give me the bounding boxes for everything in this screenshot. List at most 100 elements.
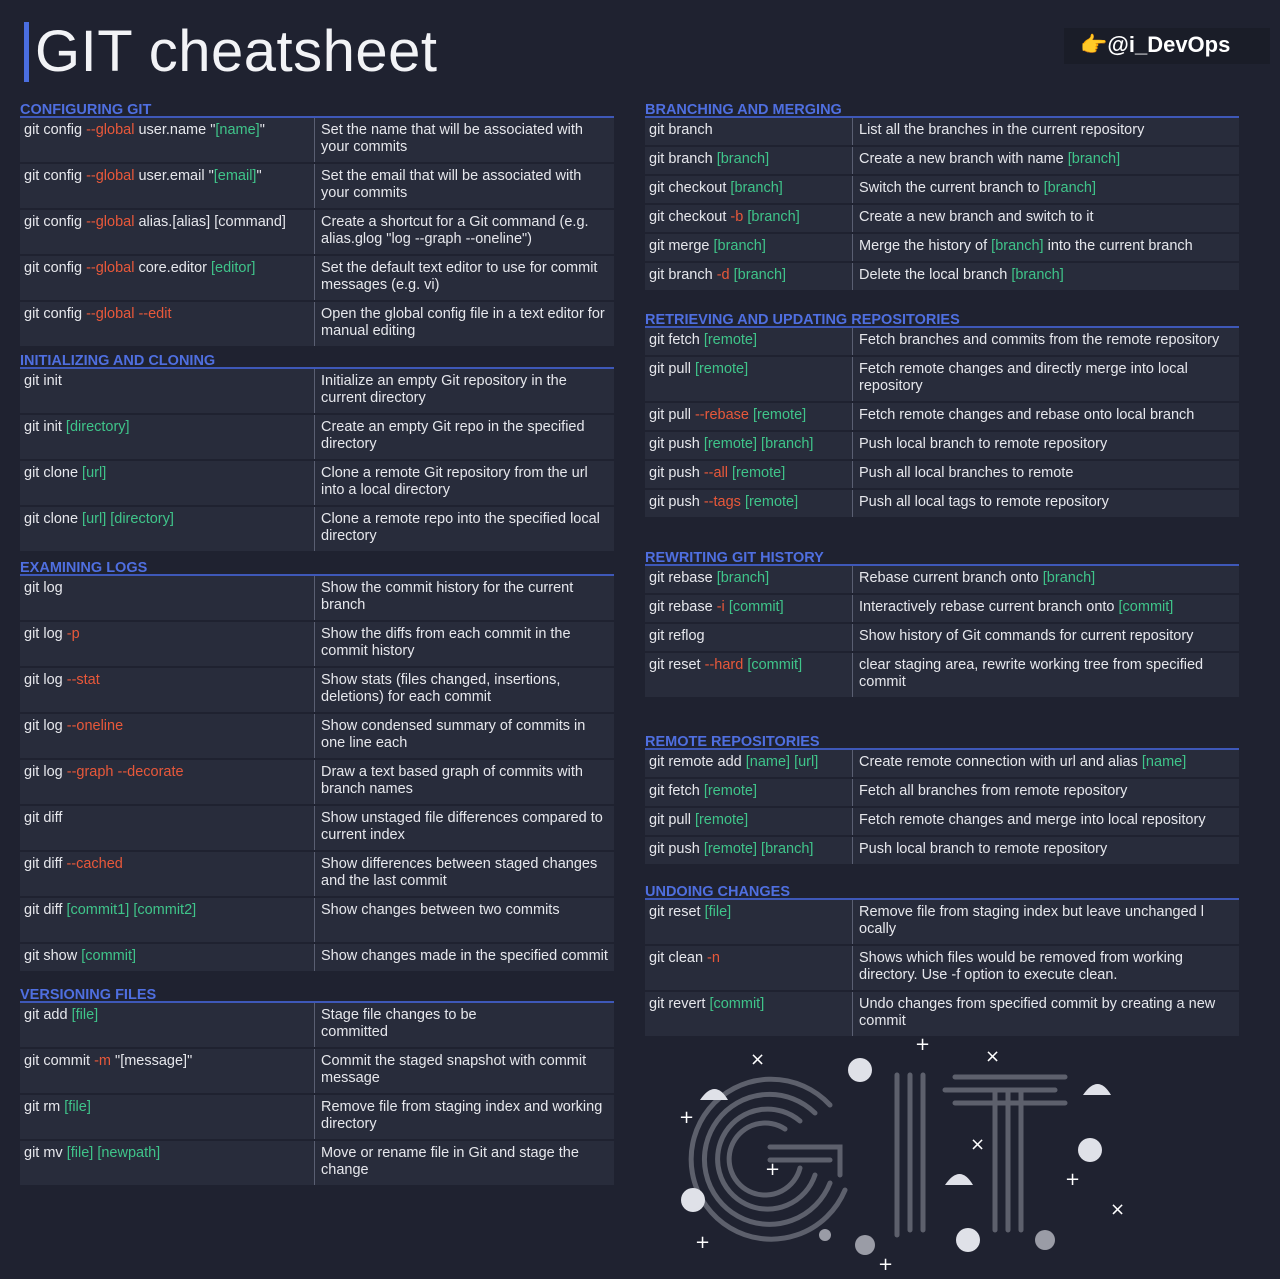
text: Clone a remote Git repository from the u…	[321, 465, 588, 498]
table-row: git clone [url] [directory] Clone a remot…	[20, 507, 614, 551]
command-cell: git reflog	[645, 624, 853, 651]
description-cell: Push all local tags to remote repository	[853, 490, 1239, 517]
table-row: git pull [remote] Fetch remote changes an…	[645, 808, 1239, 835]
section-undoing-changes: UNDOING CHANGES git reset [file] Remove fi…	[645, 885, 1239, 1038]
text: git config	[24, 122, 87, 138]
description-cell: Remove file from staging index but leave…	[853, 900, 1239, 944]
placeholder-text: [branch]	[1067, 151, 1121, 167]
command-cell: git mv [file] [newpath]	[20, 1141, 315, 1185]
placeholder-text: [remote]	[703, 783, 757, 799]
text: git revert	[649, 996, 710, 1012]
svg-text:+: +	[1065, 1169, 1080, 1190]
flag-text: -b	[730, 209, 744, 225]
text: git reflog	[649, 628, 705, 644]
table-row: git commit -m "[message]" Commit the stag…	[20, 1049, 614, 1093]
placeholder-text: [branch]	[733, 267, 787, 283]
table-row: git pull --rebase [remote] Fetch remote c…	[645, 403, 1239, 430]
command-cell: git checkout [branch]	[645, 176, 853, 203]
text: Fetch branches and commits from the remo…	[859, 332, 1220, 348]
flag-text: -p	[66, 626, 80, 642]
text: Create a shortcut for a Git command (e.g…	[321, 214, 589, 247]
flag-text: --global	[86, 260, 135, 276]
text: git log	[24, 672, 67, 688]
section-title: BRANCHING AND MERGING	[645, 102, 842, 118]
placeholder-text: [branch]	[716, 570, 770, 586]
author-handle: 👉@i_DevOps	[1064, 28, 1270, 64]
description-cell: Create remote connection with url and al…	[853, 750, 1239, 777]
description-cell: Open the global config file in a text ed…	[315, 302, 614, 346]
svg-text:+: +	[765, 1159, 780, 1180]
placeholder-text: [file]	[71, 1007, 99, 1023]
section-versioning-files: VERSIONING FILES git add [file] Stage file…	[20, 988, 614, 1187]
text: alias.[alias] [command]	[134, 214, 286, 230]
text: git remote add	[649, 754, 746, 770]
text: Fetch all branches from remote repositor…	[859, 783, 1128, 799]
table-row: git reset [file] Remove file from staging…	[645, 900, 1239, 944]
text: git pull	[649, 812, 695, 828]
command-cell: git reset [file]	[645, 900, 853, 944]
text: Switch the current branch to	[859, 180, 1044, 196]
description-cell: Push local branch to remote repository	[853, 837, 1239, 864]
text: Remove file from staging index and worki…	[321, 1099, 603, 1132]
command-cell: git diff --cached	[20, 852, 315, 896]
text: git config	[24, 260, 87, 276]
table-row: git fetch [remote] Fetch all branches fro…	[645, 779, 1239, 806]
text: Fetch remote changes and directly merge …	[859, 361, 1188, 394]
description-cell: Rebase current branch onto [branch]	[853, 566, 1239, 593]
table-row: git branch List all the branches in the c…	[645, 118, 1239, 145]
description-cell: Fetch all branches from remote repositor…	[853, 779, 1239, 806]
svg-text:+: +	[695, 1232, 710, 1253]
command-cell: git config --global user.name "[name]"	[20, 118, 315, 162]
table-row: git branch -d [branch] Delete the local b…	[645, 263, 1239, 290]
table-row: git log -p Show the diffs from each commi…	[20, 622, 614, 666]
command-cell: git fetch [remote]	[645, 328, 853, 355]
flag-text: -n	[707, 950, 720, 966]
placeholder-text: [directory]	[65, 419, 130, 435]
text: git fetch	[649, 332, 704, 348]
text: Push all local tags to remote repository	[859, 494, 1109, 510]
text: List all the branches in the current rep…	[859, 122, 1145, 138]
placeholder-text: [branch]	[713, 238, 766, 254]
description-cell: Show the diffs from each commit in the c…	[315, 622, 614, 666]
divider	[645, 748, 1239, 750]
command-cell: git log --graph --decorate	[20, 760, 315, 804]
text: git clone	[24, 511, 83, 527]
command-cell: git log -p	[20, 622, 315, 666]
table-row: git rm [file] Remove file from staging in…	[20, 1095, 614, 1139]
placeholder-text: [editor]	[211, 260, 256, 276]
text: git diff	[24, 856, 67, 872]
flag-text: -m	[94, 1053, 112, 1069]
section-title: RETRIEVING AND UPDATING REPOSITORIES	[645, 312, 960, 328]
text: git clean	[649, 950, 708, 966]
description-cell: Switch the current branch to [branch]	[853, 176, 1239, 203]
text: git log	[24, 764, 67, 780]
flag-text: --global	[86, 214, 135, 230]
section-configuring-git: CONFIGURING GIT git config --global user.…	[20, 103, 614, 348]
text: Create a new branch with name	[859, 151, 1068, 167]
text: Initialize an empty Git repository in th…	[321, 373, 567, 406]
table-row: git push [remote] [branch] Push local bra…	[645, 837, 1239, 864]
command-cell: git push --all [remote]	[645, 461, 853, 488]
command-cell: git checkout -b [branch]	[645, 205, 853, 232]
description-cell: Interactively rebase current branch onto…	[853, 595, 1239, 622]
table-row: git push --all [remote] Push all local br…	[645, 461, 1239, 488]
text: into the current branch	[1043, 238, 1193, 254]
description-cell: Create a new branch and switch to it	[853, 205, 1239, 232]
text: Clone a remote repo into the specified l…	[321, 511, 600, 544]
description-cell: Remove file from staging index and worki…	[315, 1095, 614, 1139]
text: Fetch remote changes and rebase onto loc…	[859, 407, 1195, 423]
flag-text: --global	[86, 168, 135, 184]
command-cell: git config --global core.editor [editor]	[20, 256, 315, 300]
table-row: git remote add [name] [url] Create remote…	[645, 750, 1239, 777]
text: git mv	[24, 1145, 67, 1161]
table-row: git diff [commit1] [commit2] Show changes…	[20, 898, 614, 942]
flag-text: --graph --decorate	[66, 764, 184, 780]
placeholder-text: [commit]	[709, 996, 765, 1012]
command-cell: git reset --hard [commit]	[645, 653, 853, 697]
text: Set the default text editor to use for c…	[321, 260, 598, 293]
description-cell: Show stats (files changed, insertions, d…	[315, 668, 614, 712]
description-cell: Clone a remote Git repository from the u…	[315, 461, 614, 505]
flag-text: --global --edit	[86, 306, 172, 322]
flag-text: -d	[716, 267, 730, 283]
command-cell: git clone [url] [directory]	[20, 507, 315, 551]
